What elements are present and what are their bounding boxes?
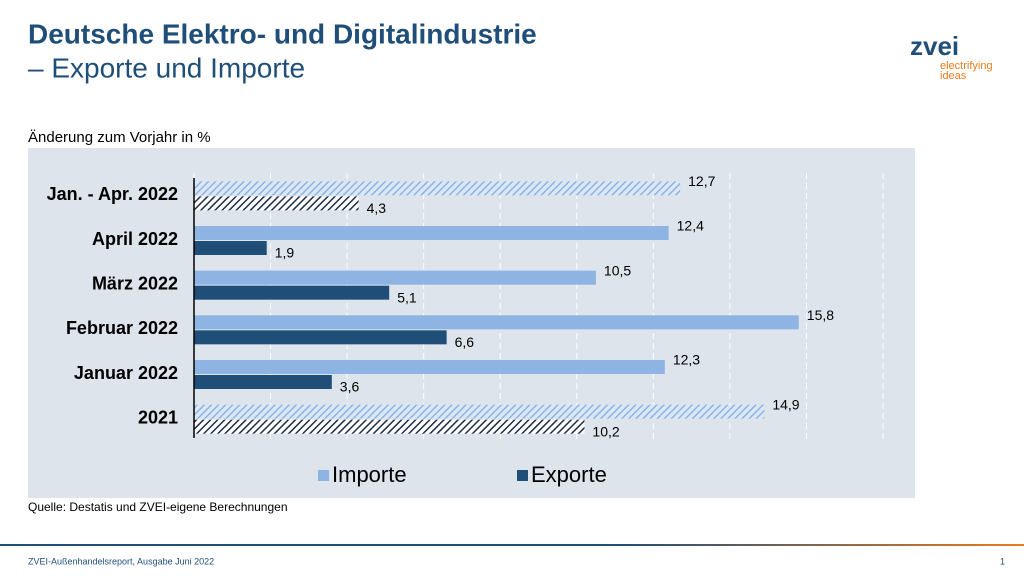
bar: [194, 196, 359, 211]
legend-label: Exporte: [531, 462, 607, 487]
bar: [194, 181, 681, 196]
value-label: 12,7: [688, 173, 715, 189]
bar: [194, 241, 267, 255]
source: Quelle: Destatis und ZVEI-eigene Berechn…: [28, 500, 288, 514]
y-tick-label: Jan. - Apr. 2022: [47, 184, 178, 204]
bar: [194, 375, 332, 389]
value-label: 10,2: [592, 423, 619, 439]
value-label: 1,9: [275, 245, 295, 261]
bar: [194, 270, 596, 285]
logo-tagline: ideas: [940, 70, 967, 82]
bar: [194, 360, 665, 374]
value-label: 6,6: [455, 334, 475, 350]
subtitle: – Exporte und Importe: [28, 52, 305, 83]
value-label: 15,8: [807, 307, 834, 323]
value-label: 3,6: [340, 379, 360, 395]
bar: [194, 226, 669, 240]
bar: [194, 404, 765, 419]
y-tick-label: Februar 2022: [66, 318, 178, 338]
value-label: 12,4: [677, 218, 704, 234]
legend-swatch: [318, 470, 329, 481]
value-label: 4,3: [367, 200, 387, 216]
y-tick-label: März 2022: [92, 273, 178, 293]
y-tick-label: 2021: [138, 407, 178, 427]
legend-swatch: [517, 470, 528, 481]
value-label: 5,1: [397, 289, 417, 305]
value-label: 14,9: [772, 396, 799, 412]
logo-tagline: electrifying: [940, 60, 993, 72]
page-number: 1: [1000, 556, 1005, 566]
footer-text: ZVEI-Außenhandelsreport, Ausgabe Juni 20…: [28, 556, 214, 566]
title: Deutsche Elektro- und Digitalindustrie: [28, 18, 537, 49]
y-tick-label: Januar 2022: [74, 363, 178, 383]
value-label: 10,5: [604, 262, 631, 278]
logo-name: zvei: [910, 31, 959, 61]
bar: [194, 285, 390, 300]
legend-label: Importe: [332, 462, 407, 487]
bar: [194, 330, 447, 345]
value-label: 12,3: [673, 352, 700, 368]
bar: [194, 315, 799, 330]
chart-subtitle: Änderung zum Vorjahr in %: [28, 129, 211, 146]
y-tick-label: April 2022: [92, 229, 178, 249]
footer-line: [0, 544, 1024, 546]
bar: [194, 419, 585, 434]
